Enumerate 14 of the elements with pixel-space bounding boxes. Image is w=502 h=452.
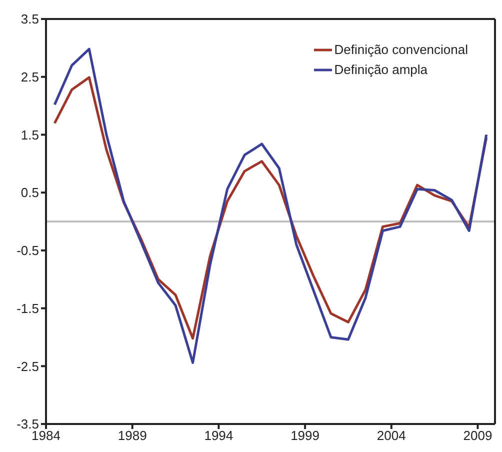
x-tick-label: 2004 xyxy=(376,428,406,444)
y-tick-label: 1.5 xyxy=(20,127,39,142)
legend-label: Definição ampla xyxy=(334,61,428,79)
y-tick-label: -2.5 xyxy=(16,358,39,374)
legend-label: Definição convencional xyxy=(334,41,468,59)
x-tick-label: 1989 xyxy=(118,428,147,444)
x-tick-label: 2009 xyxy=(463,428,492,444)
y-tick-label: 2.5 xyxy=(20,69,39,84)
y-tick-label: -1.5 xyxy=(16,300,39,316)
y-tick-label: 0.5 xyxy=(20,185,39,200)
y-tick-label: -0.5 xyxy=(16,243,39,258)
y-tick-label: 3.5 xyxy=(20,12,39,27)
x-tick-label: 1999 xyxy=(290,428,320,444)
x-tick-label: 1994 xyxy=(204,428,234,444)
